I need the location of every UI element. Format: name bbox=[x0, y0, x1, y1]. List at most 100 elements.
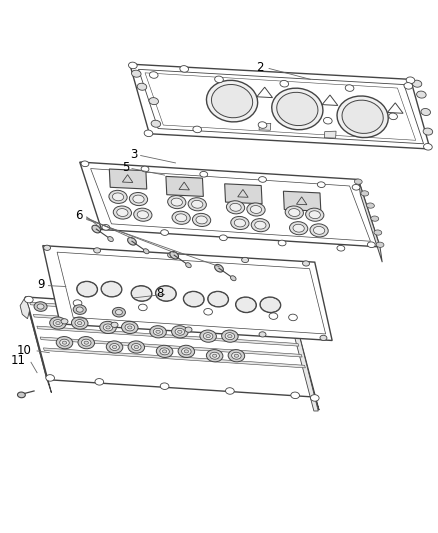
Ellipse shape bbox=[184, 292, 204, 307]
Ellipse shape bbox=[208, 292, 229, 307]
Ellipse shape bbox=[185, 327, 192, 332]
Ellipse shape bbox=[94, 248, 101, 253]
Ellipse shape bbox=[193, 126, 201, 133]
Ellipse shape bbox=[62, 341, 67, 344]
Ellipse shape bbox=[215, 264, 223, 272]
Ellipse shape bbox=[143, 249, 149, 254]
Ellipse shape bbox=[92, 225, 101, 233]
Ellipse shape bbox=[121, 321, 138, 334]
Ellipse shape bbox=[172, 211, 190, 224]
Ellipse shape bbox=[141, 166, 149, 172]
Ellipse shape bbox=[231, 216, 249, 230]
Ellipse shape bbox=[113, 345, 117, 349]
Ellipse shape bbox=[376, 242, 384, 247]
Polygon shape bbox=[37, 326, 299, 346]
Ellipse shape bbox=[289, 208, 300, 216]
Ellipse shape bbox=[175, 328, 184, 335]
Ellipse shape bbox=[73, 305, 86, 314]
Ellipse shape bbox=[138, 304, 147, 311]
Ellipse shape bbox=[230, 276, 236, 281]
Ellipse shape bbox=[291, 392, 300, 399]
Ellipse shape bbox=[100, 321, 116, 334]
Ellipse shape bbox=[234, 354, 239, 357]
Ellipse shape bbox=[188, 198, 206, 211]
Ellipse shape bbox=[178, 330, 182, 333]
Ellipse shape bbox=[225, 333, 235, 340]
Ellipse shape bbox=[242, 257, 249, 263]
Ellipse shape bbox=[81, 161, 89, 167]
Ellipse shape bbox=[251, 219, 269, 232]
Ellipse shape bbox=[149, 98, 159, 104]
Ellipse shape bbox=[78, 336, 95, 349]
Polygon shape bbox=[225, 184, 262, 204]
Ellipse shape bbox=[102, 224, 110, 230]
Ellipse shape bbox=[204, 309, 212, 315]
Ellipse shape bbox=[180, 66, 188, 72]
Ellipse shape bbox=[404, 83, 413, 89]
Ellipse shape bbox=[108, 237, 113, 241]
Ellipse shape bbox=[389, 113, 397, 119]
Ellipse shape bbox=[137, 83, 147, 90]
Ellipse shape bbox=[191, 200, 203, 208]
Ellipse shape bbox=[311, 394, 319, 401]
Text: 8: 8 bbox=[156, 287, 164, 300]
Ellipse shape bbox=[277, 92, 318, 126]
Ellipse shape bbox=[133, 195, 144, 203]
Ellipse shape bbox=[212, 85, 253, 118]
Ellipse shape bbox=[170, 252, 179, 259]
Ellipse shape bbox=[206, 350, 223, 362]
Ellipse shape bbox=[56, 336, 73, 349]
Ellipse shape bbox=[110, 344, 119, 351]
Ellipse shape bbox=[127, 237, 136, 245]
Ellipse shape bbox=[171, 198, 183, 206]
Polygon shape bbox=[20, 297, 30, 319]
Ellipse shape bbox=[196, 216, 207, 224]
Ellipse shape bbox=[186, 263, 191, 268]
Text: 3: 3 bbox=[131, 148, 138, 161]
Ellipse shape bbox=[226, 387, 234, 394]
Ellipse shape bbox=[46, 375, 54, 381]
Ellipse shape bbox=[162, 350, 167, 353]
Ellipse shape bbox=[352, 184, 360, 190]
Ellipse shape bbox=[290, 222, 308, 235]
Ellipse shape bbox=[116, 310, 122, 315]
Ellipse shape bbox=[160, 383, 169, 390]
Ellipse shape bbox=[367, 242, 375, 247]
Ellipse shape bbox=[228, 350, 245, 362]
Ellipse shape bbox=[131, 344, 141, 351]
Polygon shape bbox=[40, 337, 302, 357]
Ellipse shape bbox=[310, 224, 328, 237]
Ellipse shape bbox=[128, 62, 137, 69]
Ellipse shape bbox=[314, 227, 325, 235]
Ellipse shape bbox=[34, 302, 47, 311]
Ellipse shape bbox=[106, 341, 123, 353]
Polygon shape bbox=[259, 123, 271, 130]
Ellipse shape bbox=[106, 326, 110, 329]
Ellipse shape bbox=[151, 120, 161, 127]
Ellipse shape bbox=[184, 350, 188, 353]
Ellipse shape bbox=[259, 332, 266, 337]
Ellipse shape bbox=[60, 339, 69, 346]
Ellipse shape bbox=[230, 204, 241, 211]
Ellipse shape bbox=[251, 206, 261, 213]
Text: 9: 9 bbox=[37, 278, 44, 291]
Ellipse shape bbox=[228, 335, 232, 338]
Ellipse shape bbox=[25, 296, 33, 303]
Ellipse shape bbox=[73, 300, 82, 306]
Polygon shape bbox=[25, 297, 51, 393]
Ellipse shape bbox=[215, 76, 223, 83]
Ellipse shape bbox=[374, 230, 382, 235]
Ellipse shape bbox=[155, 286, 177, 301]
Ellipse shape bbox=[417, 91, 426, 98]
Ellipse shape bbox=[76, 307, 83, 312]
Ellipse shape bbox=[318, 182, 325, 188]
Ellipse shape bbox=[44, 245, 50, 251]
Ellipse shape bbox=[131, 70, 141, 77]
Ellipse shape bbox=[423, 128, 433, 135]
Polygon shape bbox=[43, 246, 332, 341]
Ellipse shape bbox=[161, 230, 169, 236]
Ellipse shape bbox=[172, 326, 188, 338]
Ellipse shape bbox=[53, 320, 63, 327]
Ellipse shape bbox=[210, 352, 219, 359]
Ellipse shape bbox=[260, 297, 281, 313]
